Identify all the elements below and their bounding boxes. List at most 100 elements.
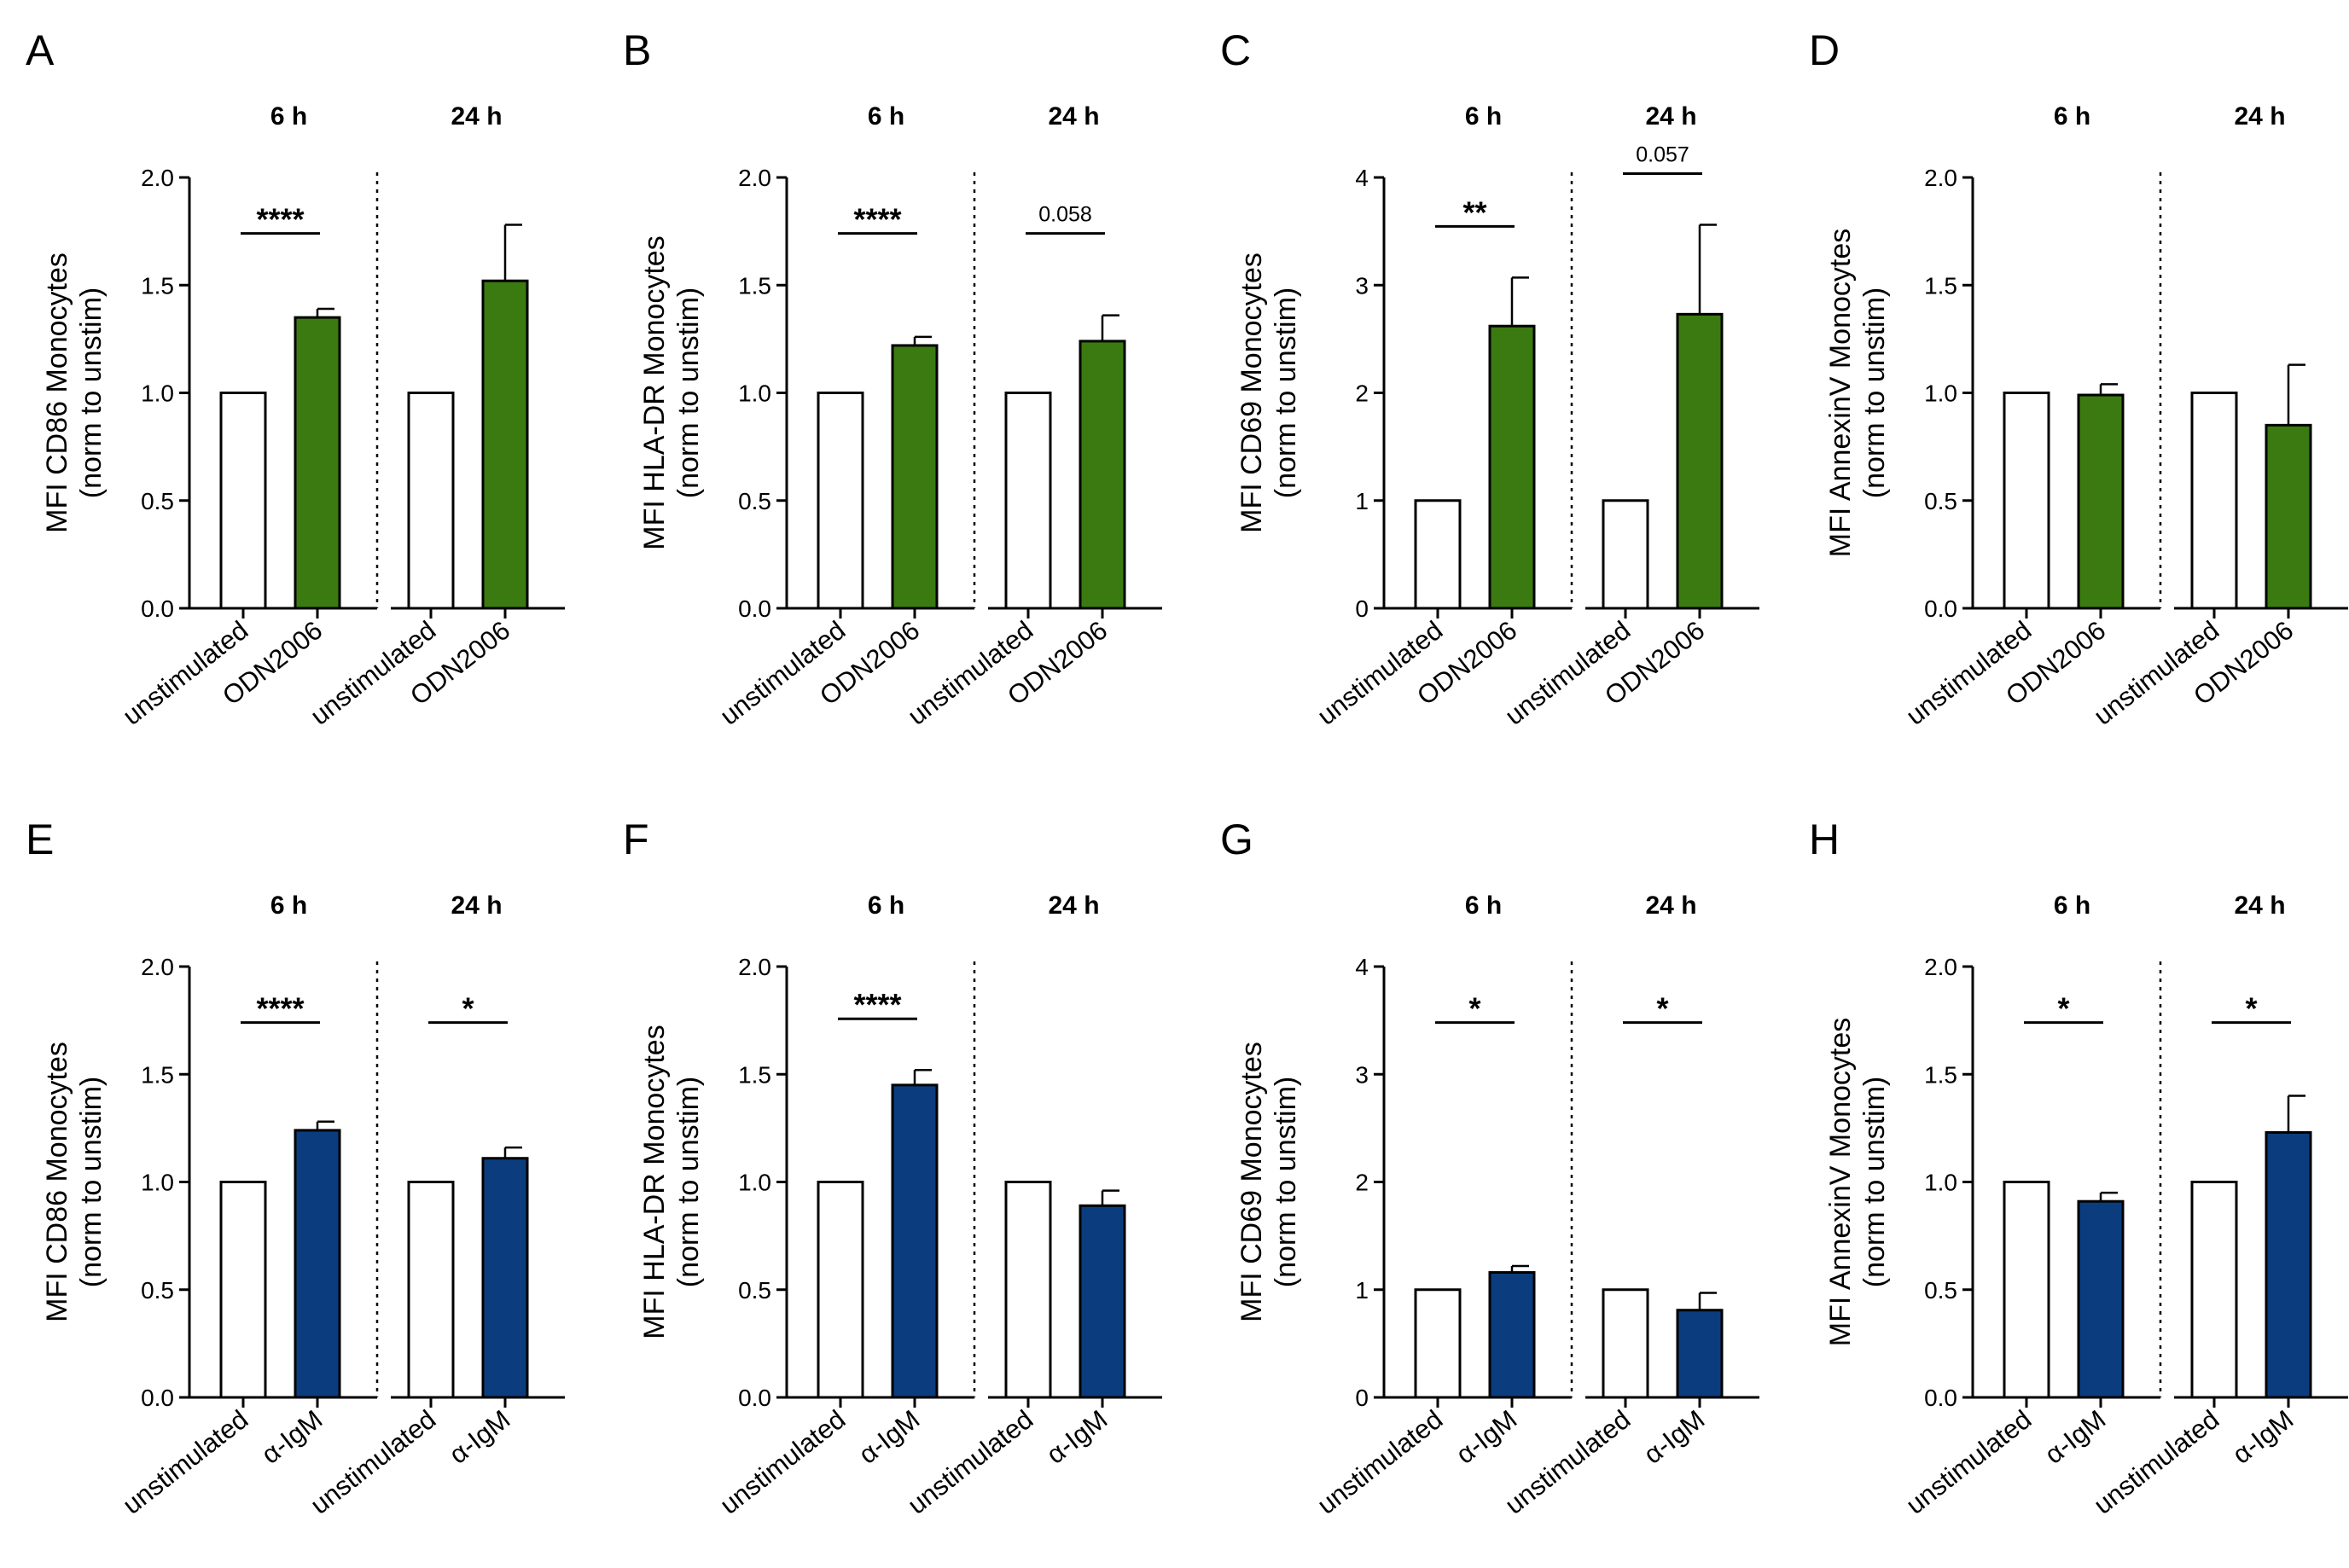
x-tick-label: unstimulated [1499,615,1636,731]
time-label: 6 h [270,891,307,920]
y-axis-title-line: MFI CD86 Monocytes [41,1042,73,1322]
x-tick-label: unstimulated [1499,1404,1636,1520]
y-tick-label: 0 [1355,1385,1369,1411]
bar [1004,392,1052,610]
chart-panel-b: B 0.0 0.5 1.0 1.5 2.0 MFI HLA-DR Monocytes(nor… [623,26,1162,731]
bar [1602,1288,1649,1399]
y-tick-label: 0.5 [1924,1277,1957,1304]
y-tick-label: 2 [1355,1170,1369,1196]
x-tick-label: unstimulated [305,1404,441,1520]
y-tick-label: 0.0 [738,595,771,622]
significance-label: **** [256,991,304,1026]
y-tick-label: 1.0 [1924,1170,1957,1196]
y-tick-label: 2.0 [1924,165,1957,191]
time-label: 24 h [1048,102,1099,131]
bar [891,344,939,610]
bar [1602,499,1649,610]
y-tick-label: 3 [1355,272,1369,299]
x-tick-label: unstimulated [305,615,441,731]
panel-letter: B [623,26,651,74]
panel-letter: D [1809,26,1840,74]
y-tick-label: 1.5 [738,1061,771,1088]
y-axis-title-line: (norm to unstim) [1270,1077,1302,1288]
bar [1414,1288,1462,1399]
y-axis-title: MFI HLA-DR Monocytes(norm to unstim) [638,1025,705,1339]
bar [481,279,529,610]
x-tick-label: α-IgM [444,1404,516,1470]
y-tick-label: 4 [1355,954,1369,980]
bar [294,1129,341,1399]
y-tick-label: 1.5 [141,1061,174,1088]
time-label: 6 h [1465,891,1502,920]
x-tick-label: unstimulated [1900,615,2037,731]
bar [817,392,864,610]
bar [1676,1309,1724,1399]
x-tick-label: α-IgM [1451,1404,1523,1470]
bar [407,1181,455,1399]
y-axis-title: MFI AnnexinV Monocytes(norm to unstim) [1824,1018,1891,1347]
bar [294,316,341,610]
y-axis-title-line: MFI CD86 Monocytes [41,253,73,533]
y-tick-label: 1.0 [141,380,174,407]
significance-label: * [2245,991,2257,1026]
panel-letter: H [1809,816,1840,863]
bar [1004,1181,1052,1399]
x-tick-label: unstimulated [714,1404,851,1520]
y-axis-title-line: MFI AnnexinV Monocytes [1824,229,1857,558]
panel-letter: G [1220,816,1253,863]
bar [219,1181,267,1399]
bar [2003,392,2050,610]
time-label: 24 h [2234,891,2285,920]
y-tick-label: 2.0 [1924,954,1957,980]
chart-panel-f: F 0.0 0.5 1.0 1.5 2.0 MFI HLA-DR Monocytes(nor… [623,816,1162,1520]
y-tick-label: 1 [1355,488,1369,514]
x-tick-label: unstimulated [714,615,851,731]
y-axis-title-line: (norm to unstim) [75,1077,108,1288]
panel-letter: F [623,816,649,863]
y-tick-label: 0.0 [141,595,174,622]
panel-letter: A [26,26,55,74]
y-tick-label: 1.5 [1924,1061,1957,1088]
chart-panel-e: E 0.0 0.5 1.0 1.5 2.0 MFI CD86 Monocytes(norm … [26,816,565,1520]
x-tick-label: α-IgM [1041,1404,1113,1470]
y-tick-label: 1.0 [1924,380,1957,407]
y-axis-title: MFI CD86 Monocytes(norm to unstim) [41,1042,108,1322]
y-tick-label: 1.0 [738,380,771,407]
y-axis-title-line: (norm to unstim) [1858,1077,1891,1288]
bar [1676,312,1724,610]
chart-panel-d: D 0.0 0.5 1.0 1.5 2.0 MFI AnnexinV Monocytes(n… [1809,26,2348,731]
y-tick-label: 0.0 [1924,1385,1957,1411]
chart-panel-h: H 0.0 0.5 1.0 1.5 2.0 MFI AnnexinV Monocytes(n… [1809,816,2348,1520]
y-tick-label: 2 [1355,380,1369,407]
significance-label: * [1656,991,1668,1026]
bar [2003,1181,2050,1399]
y-axis-title: MFI CD69 Monocytes(norm to unstim) [1236,1042,1302,1322]
y-tick-label: 0.5 [141,1277,174,1304]
y-axis-title-line: MFI HLA-DR Monocytes [638,1025,671,1339]
bar [1079,1204,1126,1399]
time-label: 6 h [2054,102,2090,131]
bar [1414,499,1462,610]
time-label: 6 h [2054,891,2090,920]
y-tick-label: 0.5 [738,1277,771,1304]
time-label: 24 h [1645,102,1696,131]
panel-letter: E [26,816,54,863]
y-tick-label: 1 [1355,1277,1369,1304]
bar [219,392,267,610]
x-tick-label: unstimulated [1311,1404,1448,1520]
x-tick-label: unstimulated [1900,1404,2037,1520]
significance-label: ** [1462,195,1486,229]
y-axis-title-line: (norm to unstim) [672,1077,705,1288]
y-axis-title-line: (norm to unstim) [75,287,108,499]
bar [1488,324,1536,610]
significance-label: * [2057,991,2069,1026]
x-tick-label: α-IgM [256,1404,329,1470]
y-axis-title-line: (norm to unstim) [1270,287,1302,499]
bar [2077,1199,2125,1399]
x-tick-label: α-IgM [2039,1404,2112,1470]
significance-label: **** [256,202,304,237]
x-tick-label: unstimulated [117,1404,253,1520]
bar [817,1181,864,1399]
y-axis-title: MFI HLA-DR Monocytes(norm to unstim) [638,235,705,549]
